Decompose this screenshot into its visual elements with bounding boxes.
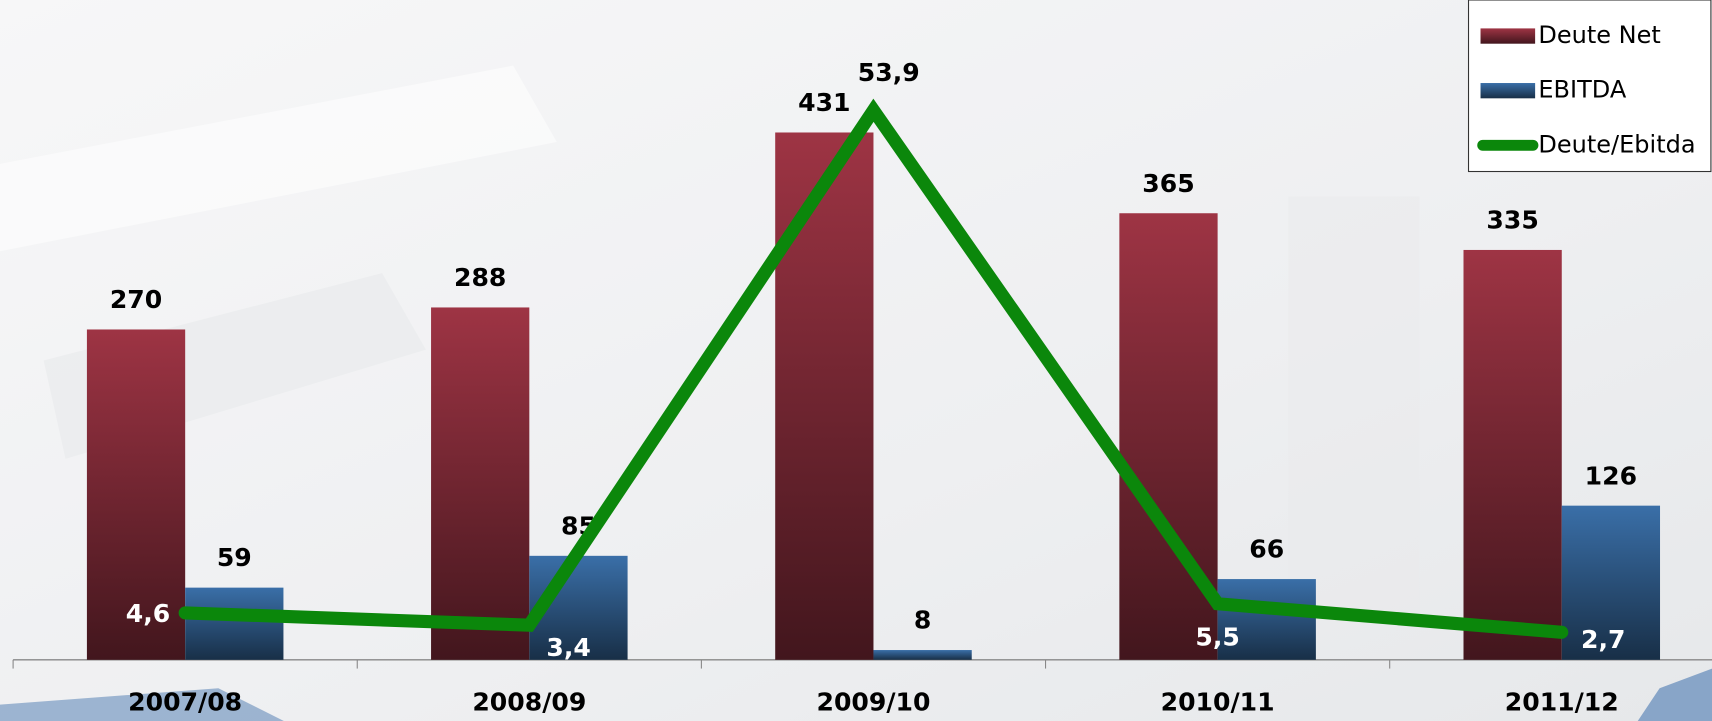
data-label: 8 xyxy=(914,606,931,635)
data-label: 126 xyxy=(1585,461,1637,490)
bg-shape xyxy=(0,688,284,721)
data-label: 431 xyxy=(798,88,850,117)
bar xyxy=(1217,579,1316,660)
legend-label: Deute Net xyxy=(1538,21,1660,49)
bar xyxy=(431,307,530,660)
x-tick-label: 2008/09 xyxy=(472,688,586,717)
data-label: 59 xyxy=(217,543,252,572)
line-label: 2,7 xyxy=(1581,625,1625,654)
legend-swatch xyxy=(1480,83,1536,99)
x-tick-label: 2007/08 xyxy=(128,688,242,717)
data-label: 270 xyxy=(110,285,162,314)
x-tick-label: 2010/11 xyxy=(1161,688,1275,717)
data-label: 288 xyxy=(454,263,506,292)
legend-label: EBITDA xyxy=(1538,76,1626,104)
line-label: 4,6 xyxy=(126,599,170,628)
legend-swatch xyxy=(1480,28,1536,44)
bg-shape xyxy=(1288,196,1420,612)
x-tick-label: 2009/10 xyxy=(816,688,930,717)
line-label: 53,9 xyxy=(858,58,920,87)
bar xyxy=(86,329,186,660)
data-label: 365 xyxy=(1142,169,1194,198)
bar xyxy=(775,132,874,660)
line-label: 5,5 xyxy=(1195,623,1239,652)
bar xyxy=(1561,505,1661,660)
data-label: 66 xyxy=(1249,535,1284,564)
bar xyxy=(873,650,972,660)
bg-shape xyxy=(1637,668,1712,721)
line-label: 3,4 xyxy=(546,633,590,662)
line xyxy=(178,98,1569,639)
bar xyxy=(1463,249,1562,660)
x-tick-label: 2011/12 xyxy=(1505,688,1619,717)
bar xyxy=(185,587,284,660)
bg-shape xyxy=(0,65,557,252)
legend-label: Deute/Ebitda xyxy=(1538,130,1695,158)
data-label: 335 xyxy=(1486,206,1538,235)
